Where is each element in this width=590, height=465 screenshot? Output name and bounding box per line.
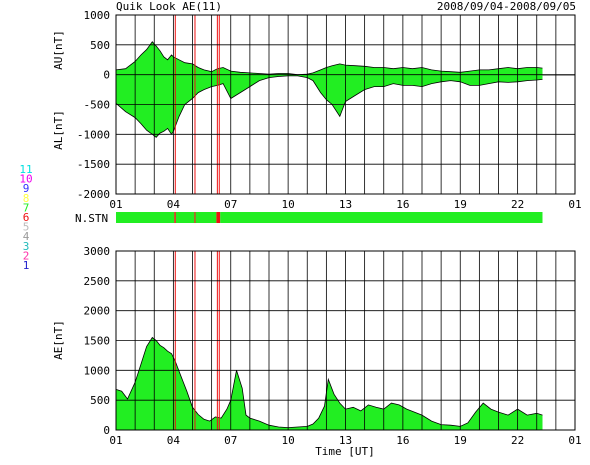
station-number-label: 1: [23, 259, 30, 272]
y-axis-label-al: AL[nT]: [52, 110, 65, 150]
x-tick-label: 16: [396, 198, 409, 211]
x-tick-label: 04: [167, 434, 181, 447]
y-tick-label: 3000: [84, 245, 111, 258]
y-tick-label: 0: [103, 424, 110, 437]
y-tick-label: -1500: [77, 158, 110, 171]
x-tick-label: 10: [282, 198, 295, 211]
station-number-label: 11: [19, 163, 32, 176]
plot-frame: [115, 250, 576, 431]
figure-title: Quik Look AE(11): [116, 0, 222, 13]
station-panel-label: N.STN: [75, 212, 108, 225]
station-number-label: 9: [23, 182, 30, 195]
date-range: 2008/09/04-2008/09/05: [436, 0, 576, 13]
station-count-segment: [194, 212, 196, 223]
x-tick-label: 01: [568, 434, 581, 447]
y-tick-label: 500: [90, 39, 110, 52]
y-tick-label: 2500: [84, 275, 111, 288]
station-count-segment: [220, 212, 543, 223]
ae-area: [116, 337, 543, 430]
ae-series-line: [115, 336, 543, 429]
y-tick-label: 0: [103, 69, 110, 82]
station-number-label: 7: [23, 201, 30, 214]
x-tick-label: 01: [109, 198, 122, 211]
station-count-segment: [116, 212, 175, 223]
y-tick-label: 2000: [84, 305, 111, 318]
x-tick-label: 19: [454, 198, 467, 211]
station-number-label: 2: [23, 249, 30, 262]
x-tick-label: 10: [282, 434, 295, 447]
station-number-label: 5: [23, 221, 30, 234]
y-tick-label: -1000: [77, 128, 110, 141]
station-number-label: 10: [19, 173, 32, 186]
x-tick-label: 22: [511, 434, 524, 447]
x-tick-label: 07: [224, 198, 237, 211]
y-tick-label: 1500: [84, 335, 111, 348]
station-number-label: 6: [23, 211, 30, 224]
station-count-panel: N.STN: [75, 212, 543, 225]
al-series-line: [115, 75, 543, 138]
station-number-label: 4: [23, 230, 30, 243]
station-count-segment: [174, 212, 176, 223]
station-count-segment: [216, 212, 221, 223]
y-axis-label-au: AU[nT]: [52, 30, 65, 70]
y-tick-label: -500: [84, 99, 111, 112]
y-axis-label-ae: AE[nT]: [52, 320, 65, 360]
station-count-segment: [175, 212, 195, 223]
y-tick-label: 1000: [84, 364, 111, 377]
x-tick-label: 16: [396, 434, 409, 447]
x-tick-label: 13: [339, 198, 352, 211]
x-tick-label: 01: [109, 434, 122, 447]
station-number-label: 3: [23, 240, 30, 253]
y-tick-label: 500: [90, 394, 110, 407]
au-al-envelope: [116, 41, 543, 138]
station-number-label: 8: [23, 192, 30, 205]
y-tick-label: 1000: [84, 9, 111, 22]
plot-frame: [115, 14, 576, 195]
x-tick-label: 19: [454, 434, 467, 447]
x-axis-label: Time [UT]: [315, 445, 375, 458]
x-tick-label: 04: [167, 198, 181, 211]
station-count-segment: [195, 212, 217, 223]
x-tick-label: 01: [568, 198, 581, 211]
y-tick-label: -2000: [77, 188, 110, 201]
x-tick-label: 07: [224, 434, 237, 447]
x-tick-label: 22: [511, 198, 524, 211]
x-tick-label: 13: [339, 434, 352, 447]
